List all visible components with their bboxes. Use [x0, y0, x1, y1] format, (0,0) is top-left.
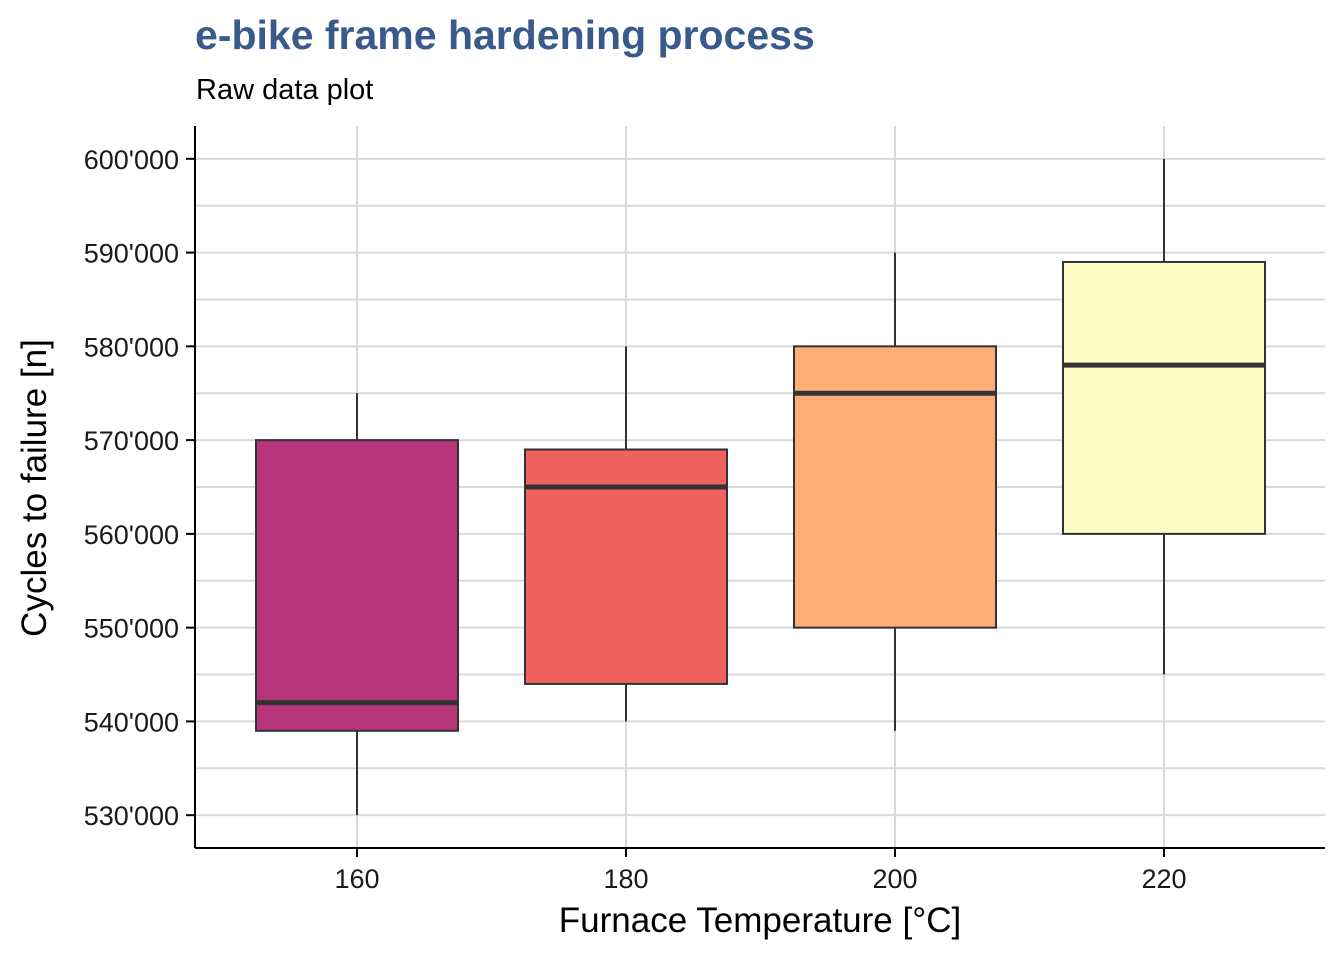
y-tick-label: 590'000 — [84, 239, 179, 269]
box-220 — [1062, 158, 1266, 675]
box-body — [793, 345, 997, 629]
y-axis-title: Cycles to failure [n] — [15, 339, 54, 637]
x-tick-label: 180 — [603, 864, 648, 894]
x-axis-title: Furnace Temperature [°C] — [559, 901, 961, 940]
y-tick-label: 540'000 — [84, 707, 179, 737]
y-tick-label: 580'000 — [84, 332, 179, 362]
x-tick-label: 220 — [1141, 864, 1186, 894]
y-tick-label: 600'000 — [84, 145, 179, 175]
y-tick-label: 560'000 — [84, 520, 179, 550]
chart-title: e-bike frame hardening process — [195, 12, 815, 58]
y-tick-label: 570'000 — [84, 426, 179, 456]
chart-subtitle: Raw data plot — [196, 74, 374, 106]
box-180 — [524, 346, 728, 722]
y-tick-label: 550'000 — [84, 614, 179, 644]
box-160 — [255, 393, 459, 816]
box-body — [255, 439, 459, 732]
x-tick-label: 200 — [872, 864, 917, 894]
y-tick-label: 530'000 — [84, 801, 179, 831]
box-body — [1062, 260, 1266, 535]
box-200 — [793, 252, 997, 731]
x-tick-label: 160 — [334, 864, 379, 894]
